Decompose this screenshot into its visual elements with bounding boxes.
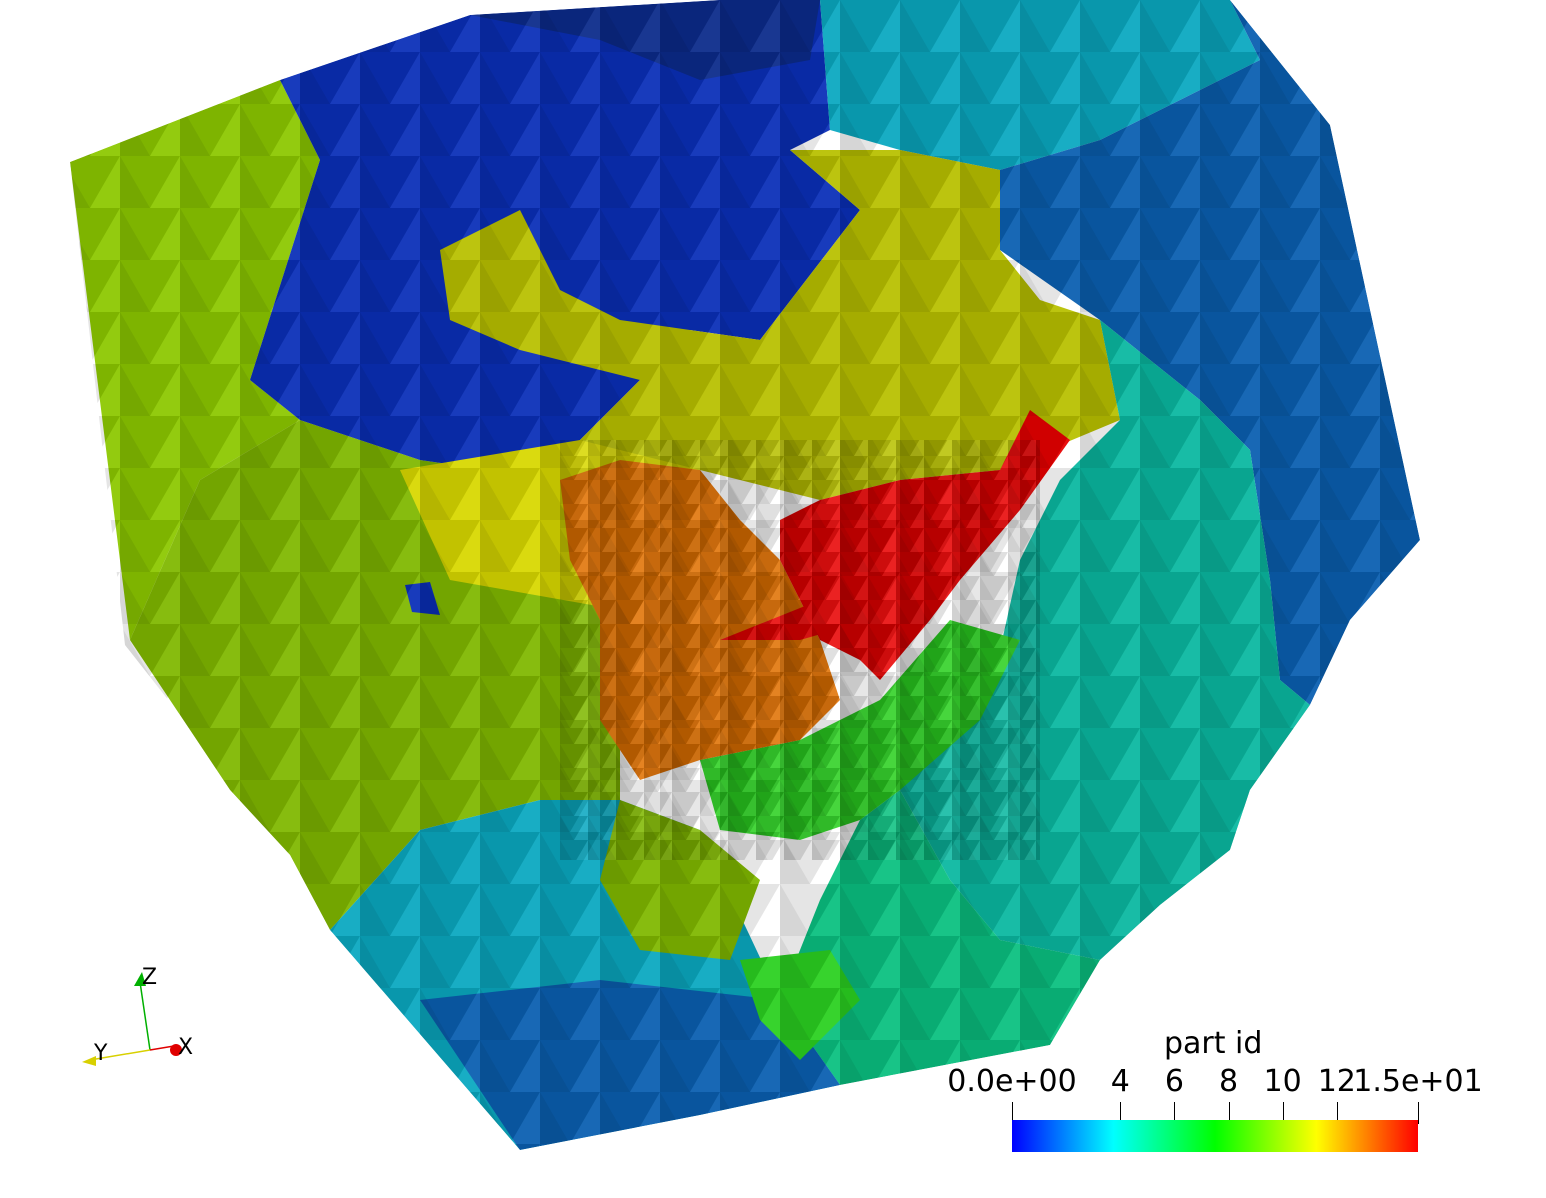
- legend-tick-mark: [1012, 1102, 1013, 1124]
- z-axis-label: Z: [142, 965, 157, 990]
- legend-tick-mark: [1282, 1102, 1284, 1124]
- x-axis-cone-icon: [170, 1044, 182, 1056]
- legend-tick-label: 0.0e+00: [947, 1064, 1077, 1099]
- orientation-axes-widget: Z X Y: [82, 965, 193, 1066]
- legend-tick-label: 8: [1218, 1064, 1239, 1099]
- scalar-bar-legend[interactable]: part id 0.0e+00 4 6 8 10 12 1.5e+01: [940, 1020, 1500, 1170]
- colorbar-gradient: [1012, 1120, 1418, 1152]
- z-axis-line: [139, 981, 151, 1051]
- legend-tick-label: 6: [1164, 1064, 1184, 1099]
- legend-tick-mark: [1174, 1102, 1176, 1124]
- z-axis-cone-icon: [134, 972, 146, 986]
- y-axis-line: [89, 1049, 151, 1061]
- legend-tick-label: 10: [1263, 1064, 1302, 1099]
- legend-tick-mark: [1228, 1102, 1230, 1124]
- x-axis-label: X: [178, 1035, 193, 1060]
- legend-tick-label: 4: [1110, 1064, 1130, 1099]
- legend-tick-mark: [1418, 1102, 1419, 1124]
- legend-title: part id: [1164, 1026, 1263, 1061]
- y-axis-cone-icon: [82, 1056, 96, 1066]
- legend-tick-label: 12: [1317, 1064, 1356, 1099]
- legend-tick-label: 1.5e+01: [1353, 1064, 1483, 1099]
- y-axis-label: Y: [93, 1041, 108, 1066]
- x-axis-line: [149, 1045, 175, 1051]
- legend-tick-mark: [1336, 1102, 1338, 1124]
- legend-tick-mark: [1120, 1102, 1122, 1124]
